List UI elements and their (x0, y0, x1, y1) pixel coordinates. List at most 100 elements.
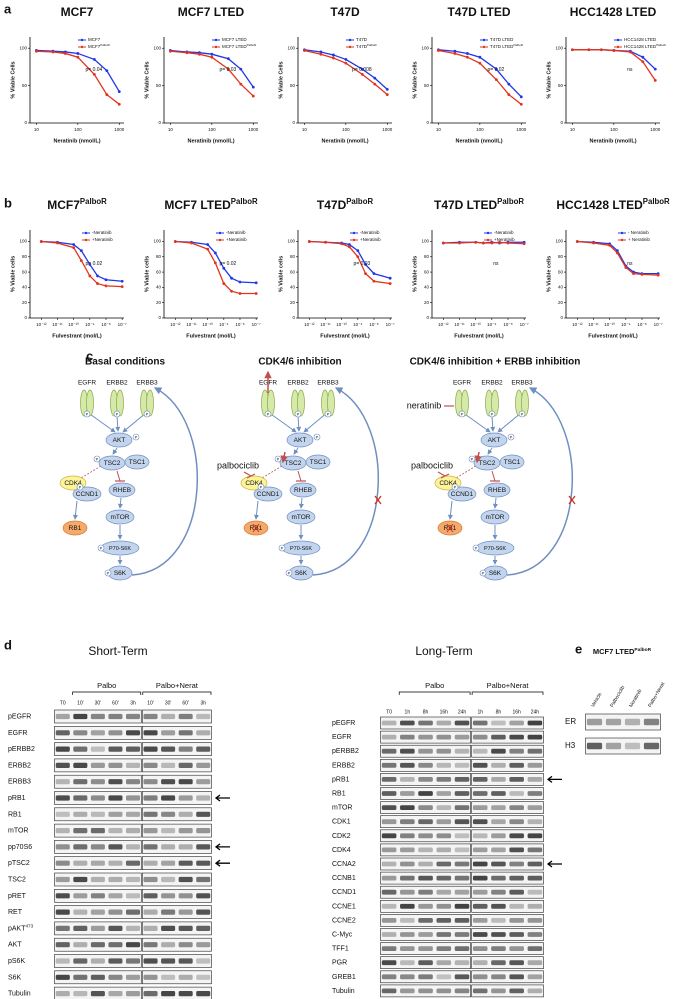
band (161, 795, 176, 801)
text-part: T47D (356, 37, 368, 42)
band (400, 791, 415, 796)
x-tick-label: 10⁻¹² (170, 322, 181, 327)
band (108, 958, 123, 964)
text-part: T47D (330, 5, 360, 19)
group-bracket (142, 691, 212, 695)
row-label: CDK4 (332, 847, 351, 854)
superscript: PalboR (231, 197, 258, 206)
text-part: pERBB2 (8, 746, 35, 753)
y-tick-label: 40 (22, 285, 28, 290)
y-tick-label: 0 (560, 315, 563, 320)
legend-label: MCF7 (88, 37, 101, 42)
node (480, 509, 510, 525)
band (418, 960, 433, 966)
y-tick-label: 100 (421, 239, 429, 244)
lane-label: 3h (130, 700, 136, 706)
row-label: ERBB3 (8, 779, 31, 786)
data-point (213, 261, 217, 265)
row-label: CCNE1 (332, 903, 356, 910)
band (418, 819, 433, 825)
node (447, 486, 477, 502)
band (90, 779, 105, 785)
superscript: PalboR (513, 43, 523, 47)
row-label: CCNB1 (332, 875, 356, 882)
x-tick-label: 10⁻¹⁰ (470, 322, 481, 327)
legend-label: +Neratinib (92, 237, 113, 242)
node-label: ERBB3 (511, 380, 533, 387)
text-part: ERBB3 (8, 779, 31, 786)
phospho-site (93, 455, 101, 463)
band (125, 860, 141, 866)
legend-label: MCF7PalboR (88, 43, 110, 49)
y-axis-label: % Viable cells (546, 256, 552, 292)
y-tick-label: 60 (22, 269, 28, 274)
data-point (76, 55, 80, 59)
node-label: CCND1 (451, 491, 474, 498)
band (586, 742, 603, 750)
annotation: p= 0.03 (354, 261, 371, 267)
x-axis-label: Fulvestrant (mol/L) (454, 333, 504, 339)
node-label: RHEB (294, 487, 312, 494)
band (418, 932, 433, 937)
row-label: pERBB2 (8, 746, 35, 753)
data-point (441, 241, 445, 245)
y-tick-label: 20 (558, 300, 564, 305)
arrow (253, 500, 259, 520)
band (178, 860, 193, 866)
band (108, 893, 123, 899)
receptor (521, 389, 529, 417)
data-point (331, 56, 335, 60)
x-tick-label: 10⁻¹² (572, 322, 583, 327)
data-point (615, 251, 619, 255)
node-label: TSC2 (285, 460, 302, 467)
blot-strip (54, 905, 142, 919)
data-point (76, 52, 80, 55)
band (178, 828, 193, 834)
band (143, 844, 158, 850)
text-part: +Neratinib (226, 237, 247, 242)
band (454, 875, 470, 881)
x-tick-label: 10⁻⁸ (101, 322, 110, 327)
legend-swatch (214, 45, 218, 49)
series-line (175, 240, 257, 284)
superscript: 473 (26, 923, 34, 928)
feedback-loop (131, 387, 199, 576)
band (90, 762, 105, 768)
series-line (572, 49, 656, 81)
text-part: AKT (8, 942, 22, 949)
y-tick-label: 50 (22, 83, 28, 88)
lane-label: 1h (477, 709, 483, 715)
phospho-site (324, 410, 332, 418)
band (143, 860, 158, 866)
chart-title: MCF7 (61, 5, 94, 19)
x-tick-label: 10⁻¹² (438, 322, 449, 327)
x-tick-label: 10⁻⁷ (520, 322, 529, 327)
band (381, 988, 397, 994)
inhibition (261, 465, 283, 479)
node-label: TSC1 (310, 459, 327, 466)
band (381, 791, 397, 796)
x-tick-label: 10⁻⁹ (219, 322, 228, 327)
band (73, 991, 88, 997)
data-point (239, 82, 243, 86)
band (143, 925, 158, 931)
y-tick-label: 100 (153, 45, 161, 50)
x-tick-label: 10⁻⁹ (487, 322, 496, 327)
y-tick-label: 0 (292, 315, 295, 320)
data-point (230, 276, 233, 280)
band (196, 991, 211, 997)
band (196, 893, 211, 899)
y-tick-label: 20 (290, 300, 296, 305)
x-tick-label: 10⁻⁸ (369, 322, 378, 327)
row-label: S6K (8, 974, 22, 981)
y-tick-label: 60 (424, 269, 430, 274)
node-label: mTOR (485, 514, 504, 521)
x-axis-label: Neratinib (nmol/L) (53, 138, 100, 144)
blot-strip (141, 888, 212, 903)
band (161, 746, 176, 752)
annotation: p= 0.02 (220, 261, 237, 267)
band (509, 974, 524, 980)
band (472, 946, 488, 951)
band (472, 833, 488, 839)
data-point (120, 279, 124, 283)
